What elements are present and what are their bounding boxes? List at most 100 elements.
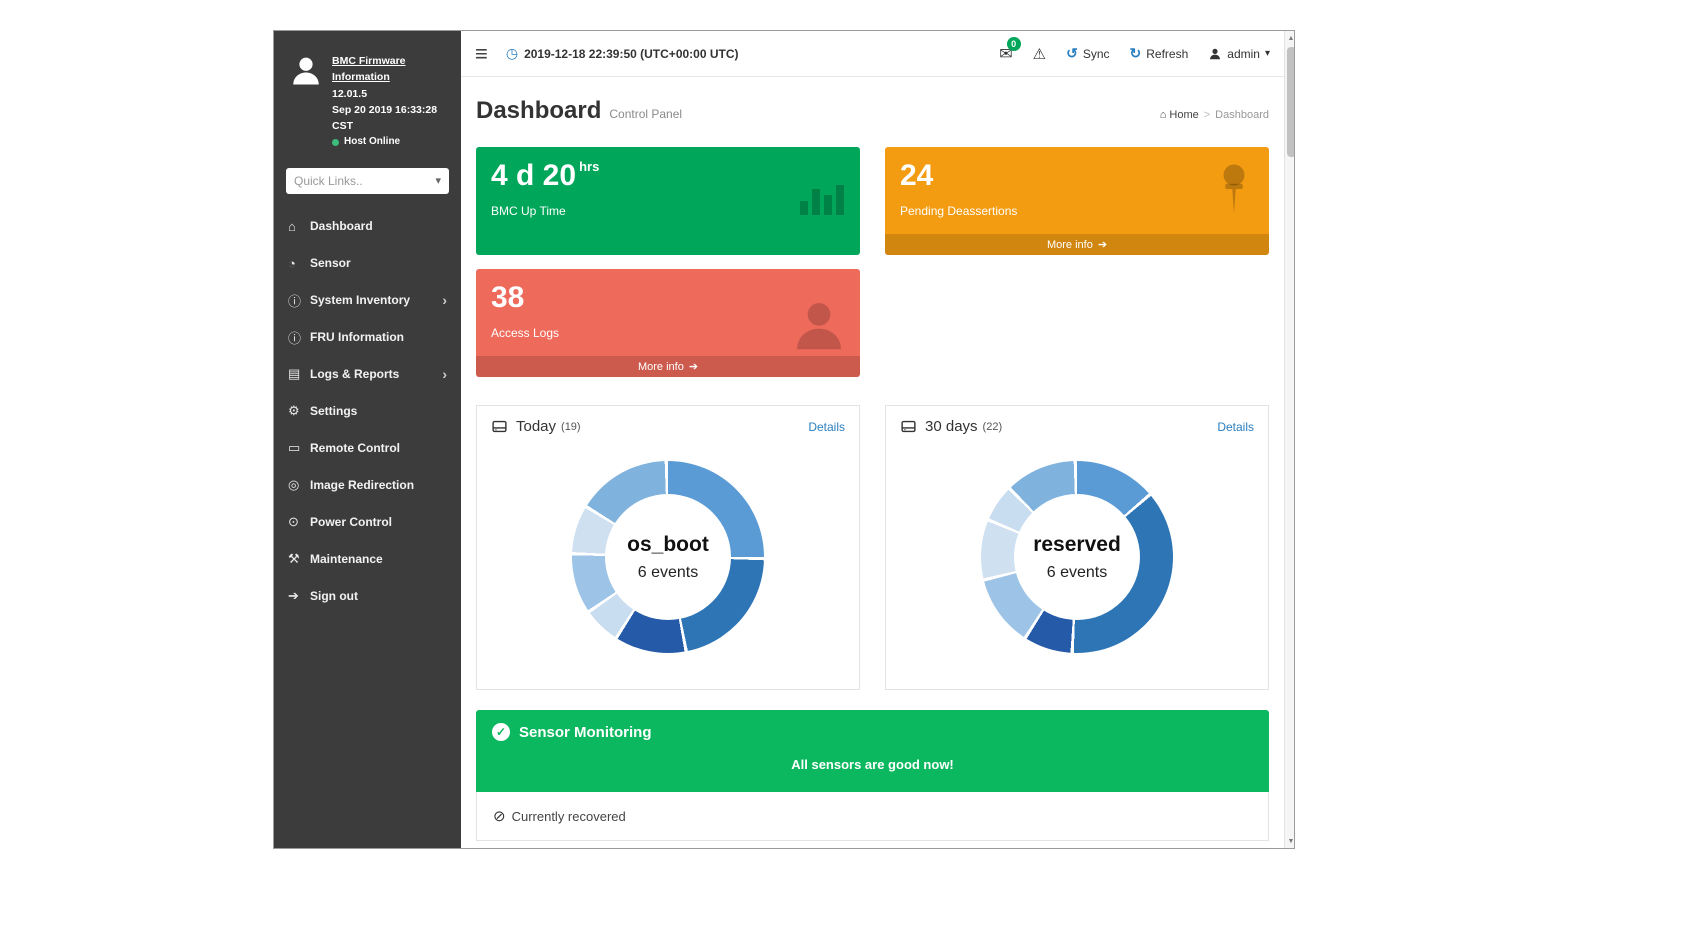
info-icon: ⓘ — [288, 293, 302, 309]
refresh-icon: ↻ — [1129, 45, 1142, 61]
scrollbar-thumb[interactable] — [1286, 47, 1294, 157]
access-logs-more-info-link[interactable]: More info ➔ — [476, 356, 860, 377]
deassertions-value: 24 — [900, 159, 934, 192]
sync-icon: ↺ — [1066, 45, 1078, 61]
donut-center-title: reserved — [1033, 532, 1121, 556]
breadcrumb-home-link[interactable]: ⌂ Home — [1160, 109, 1199, 121]
deassertions-more-info-link[interactable]: More info ➔ — [885, 234, 1269, 255]
chevron-right-icon: › — [442, 292, 447, 309]
chevron-right-icon: › — [442, 366, 447, 383]
sidebar-item-maintenance[interactable]: ⚒ Maintenance — [274, 541, 461, 578]
signout-icon: ➔ — [288, 588, 299, 604]
gear-icon: ⚙ — [288, 403, 300, 419]
sidebar-item-power-control[interactable]: ⊙ Power Control — [274, 504, 461, 541]
content: Dashboard Control Panel ⌂ Home > Dashboa… — [461, 77, 1284, 848]
pending-deassertions-card: 24 Pending Deassertions More info ➔ — [885, 147, 1269, 255]
sidebar-item-fru-information[interactable]: ⓘ FRU Information — [274, 319, 461, 356]
deassertions-label: Pending Deassertions — [900, 204, 1018, 218]
today-events-panel: Today (19) Details os_boot 6 events — [476, 405, 860, 690]
thirty-days-events-donut-chart[interactable]: reserved 6 events — [981, 461, 1173, 653]
panel-title: 30 days — [925, 418, 978, 435]
sidebar-item-label: Sign out — [310, 589, 358, 604]
sidebar: BMC Firmware Information 12.01.5 Sep 20 … — [274, 31, 461, 848]
page-subtitle: Control Panel — [609, 107, 683, 121]
datetime-label: 2019-12-18 22:39:50 (UTC+00:00 UTC) — [524, 46, 739, 61]
breadcrumb-separator: > — [1203, 109, 1211, 121]
firmware-info-link[interactable]: BMC Firmware Information — [332, 55, 406, 84]
donut-center-subtitle: 6 events — [1046, 563, 1108, 581]
power-icon: ⊙ — [288, 514, 299, 530]
quick-links-select[interactable]: Quick Links.. ▾ — [286, 167, 449, 194]
sidebar-item-label: Image Redirection — [310, 478, 415, 493]
sidebar-item-label: Power Control — [310, 515, 393, 530]
sidebar-item-label: Remote Control — [310, 441, 400, 456]
user-avatar-icon — [288, 53, 324, 89]
bar-chart-icon — [800, 185, 844, 215]
page-title: Dashboard — [476, 97, 602, 124]
access-logs-card: 38 Access Logs More info ➔ — [476, 269, 860, 377]
sidebar-item-logs-reports[interactable]: ▤ Logs & Reports › — [274, 356, 461, 393]
today-events-donut-chart[interactable]: os_boot 6 events — [572, 461, 764, 653]
uptime-value: 4 d 20 — [491, 159, 577, 192]
breadcrumb-current: Dashboard — [1215, 109, 1269, 121]
currently-recovered-label: Currently recovered — [511, 808, 626, 824]
sidebar-item-settings[interactable]: ⚙ Settings — [274, 393, 461, 430]
sync-label: Sync — [1082, 46, 1110, 61]
sidebar-item-label: Settings — [310, 404, 358, 419]
access-logs-label: Access Logs — [491, 326, 560, 340]
currently-recovered-row[interactable]: ⊘ Currently recovered — [476, 792, 1269, 841]
user-icon — [1208, 47, 1222, 61]
panel-count: (19) — [561, 420, 581, 433]
sidebar-item-dashboard[interactable]: ⌂ Dashboard — [274, 208, 461, 245]
alerts-button[interactable]: ⚠ — [1033, 45, 1046, 63]
notifications-button[interactable]: ✉ 0 — [999, 36, 1021, 64]
scroll-down-button[interactable]: ▼ — [1287, 837, 1295, 845]
warning-icon: ⚠ — [1032, 45, 1047, 63]
sensor-monitoring-title: Sensor Monitoring — [519, 723, 652, 741]
today-details-link[interactable]: Details — [808, 419, 845, 434]
thirty-days-events-panel: 30 days (22) Details reserved 6 events — [885, 405, 1269, 690]
vertical-scrollbar[interactable]: ▲ ▼ — [1284, 31, 1295, 848]
breadcrumb-home-label: Home — [1169, 109, 1199, 121]
sidebar-item-label: System Inventory — [310, 293, 411, 308]
host-online-indicator — [332, 138, 339, 146]
profile-block: BMC Firmware Information 12.01.5 Sep 20 … — [274, 31, 461, 156]
sidebar-item-system-inventory[interactable]: ⓘ System Inventory › — [274, 282, 461, 319]
scroll-up-button[interactable]: ▲ — [1287, 34, 1295, 42]
gauge-icon: ◔ — [288, 255, 296, 271]
sidebar-item-label: Dashboard — [310, 219, 373, 234]
main-area: ≡ ◷ 2019-12-18 22:39:50 (UTC+00:00 UTC) … — [461, 31, 1295, 848]
sidebar-item-image-redirection[interactable]: ◎ Image Redirection — [274, 467, 461, 504]
sidebar-item-label: Logs & Reports — [310, 367, 400, 382]
pushpin-icon — [1213, 161, 1255, 222]
check-circle-icon: ✓ — [492, 723, 510, 741]
donut-center-subtitle: 6 events — [637, 563, 699, 581]
info-icon: ⓘ — [288, 330, 302, 346]
bmc-app-window: BMC Firmware Information 12.01.5 Sep 20 … — [273, 30, 1295, 849]
user-menu[interactable]: admin ▾ — [1208, 47, 1270, 61]
refresh-button[interactable]: ↻ Refresh — [1130, 45, 1189, 62]
wrench-icon: ⚒ — [288, 551, 300, 567]
notification-badge: 0 — [1006, 36, 1021, 51]
sidebar-item-sensor[interactable]: ◔ Sensor — [274, 245, 461, 282]
firmware-date: Sep 20 2019 16:33:28 CST — [332, 103, 438, 133]
sidebar-item-remote-control[interactable]: ▭ Remote Control — [274, 430, 461, 467]
clock-icon: ◷ — [505, 45, 519, 61]
more-info-label: More info — [1046, 238, 1093, 251]
sensor-monitoring-panel: ✓ Sensor Monitoring All sensors are good… — [476, 710, 1269, 841]
sync-button[interactable]: ↺ Sync — [1066, 45, 1109, 62]
sensor-status-message: All sensors are good now! — [791, 757, 954, 772]
menu-toggle-icon[interactable]: ≡ — [475, 40, 488, 66]
refresh-label: Refresh — [1146, 46, 1189, 61]
arrow-circle-right-icon: ➔ — [688, 361, 699, 373]
firmware-version: 12.01.5 — [332, 87, 368, 100]
thirty-days-details-link[interactable]: Details — [1217, 419, 1254, 434]
sidebar-item-label: FRU Information — [310, 330, 404, 345]
monitor-icon: ▭ — [288, 440, 301, 456]
sidebar-nav: ⌂ Dashboard ◔ Sensor ⓘ System Inventory … — [274, 208, 461, 615]
drive-icon — [491, 418, 508, 435]
sidebar-item-label: Sensor — [310, 256, 351, 271]
sidebar-item-sign-out[interactable]: ➔ Sign out — [274, 578, 461, 615]
home-icon: ⌂ — [1159, 109, 1167, 121]
chart-icon: ▤ — [288, 366, 301, 382]
